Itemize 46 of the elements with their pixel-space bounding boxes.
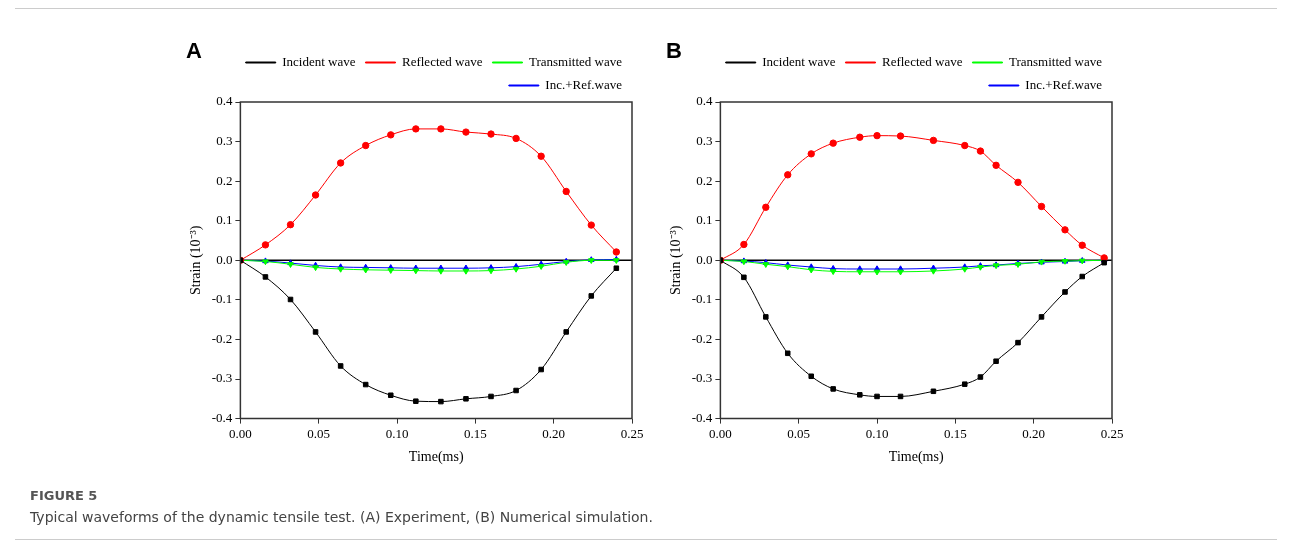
- legend-label: Incident wave: [762, 53, 836, 69]
- x-tick-label: 0.20: [542, 425, 566, 441]
- y-tick-label: -0.2: [211, 330, 233, 346]
- y-tick-label: 0.0: [216, 251, 233, 267]
- x-tick-label: 0.10: [865, 425, 889, 441]
- y-tick-label: 0.1: [216, 212, 233, 228]
- y-tick-label: -0.3: [691, 370, 713, 386]
- y-axis-title: Strain (10⁻³): [188, 225, 205, 296]
- legend-label: Incident wave: [282, 53, 356, 69]
- y-tick-label: -0.3: [211, 370, 233, 386]
- y-tick-label: -0.1: [211, 291, 233, 307]
- y-tick-label: -0.4: [211, 410, 233, 426]
- y-tick-label: -0.4: [691, 410, 713, 426]
- legend-label: Inc.+Ref.wave: [545, 76, 623, 92]
- legend-label: Reflected wave: [401, 53, 483, 69]
- y-tick-label: 0.1: [696, 212, 713, 228]
- x-tick-label: 0.15: [463, 425, 487, 441]
- y-tick-label: 0.4: [216, 93, 233, 109]
- legend-label: Inc.+Ref.wave: [1025, 76, 1103, 92]
- y-tick-label: 0.3: [216, 133, 233, 148]
- y-tick-label: 0.2: [216, 172, 233, 188]
- x-tick-label: 0.00: [229, 425, 252, 441]
- x-tick-label: 0.25: [620, 425, 644, 441]
- y-axis-title: Strain (10⁻³): [668, 225, 685, 296]
- legend-label: Transmitted wave: [1008, 53, 1103, 69]
- y-tick-label: 0.2: [696, 172, 713, 188]
- y-tick-label: 0.0: [696, 251, 713, 267]
- x-tick-label: 0.25: [1100, 425, 1124, 441]
- x-tick-label: 0.10: [385, 425, 409, 441]
- legend-label: Reflected wave: [881, 53, 963, 69]
- x-tick-label: 0.15: [943, 425, 967, 441]
- chart-title: B: [666, 38, 682, 64]
- text: Typical waveforms of the dynamic tensile test. (A) Experiment, (B) Numerical simulation.: [30, 509, 653, 525]
- y-tick-label: 0.4: [696, 93, 713, 109]
- x-axis-title: Time(ms): [408, 449, 464, 466]
- x-axis-title: Time(ms): [888, 449, 944, 466]
- caption: FIGURE 5: [30, 488, 99, 503]
- x-tick-label: 0.20: [1022, 425, 1046, 441]
- y-tick-label: -0.2: [691, 330, 713, 346]
- x-tick-label: 0.00: [709, 425, 732, 441]
- chart-title: A: [186, 38, 202, 64]
- x-tick-label: 0.05: [307, 425, 331, 441]
- y-tick-label: -0.1: [691, 291, 713, 307]
- y-tick-label: 0.3: [696, 133, 713, 148]
- x-tick-label: 0.05: [787, 425, 811, 441]
- legend-label: Transmitted wave: [528, 53, 623, 69]
